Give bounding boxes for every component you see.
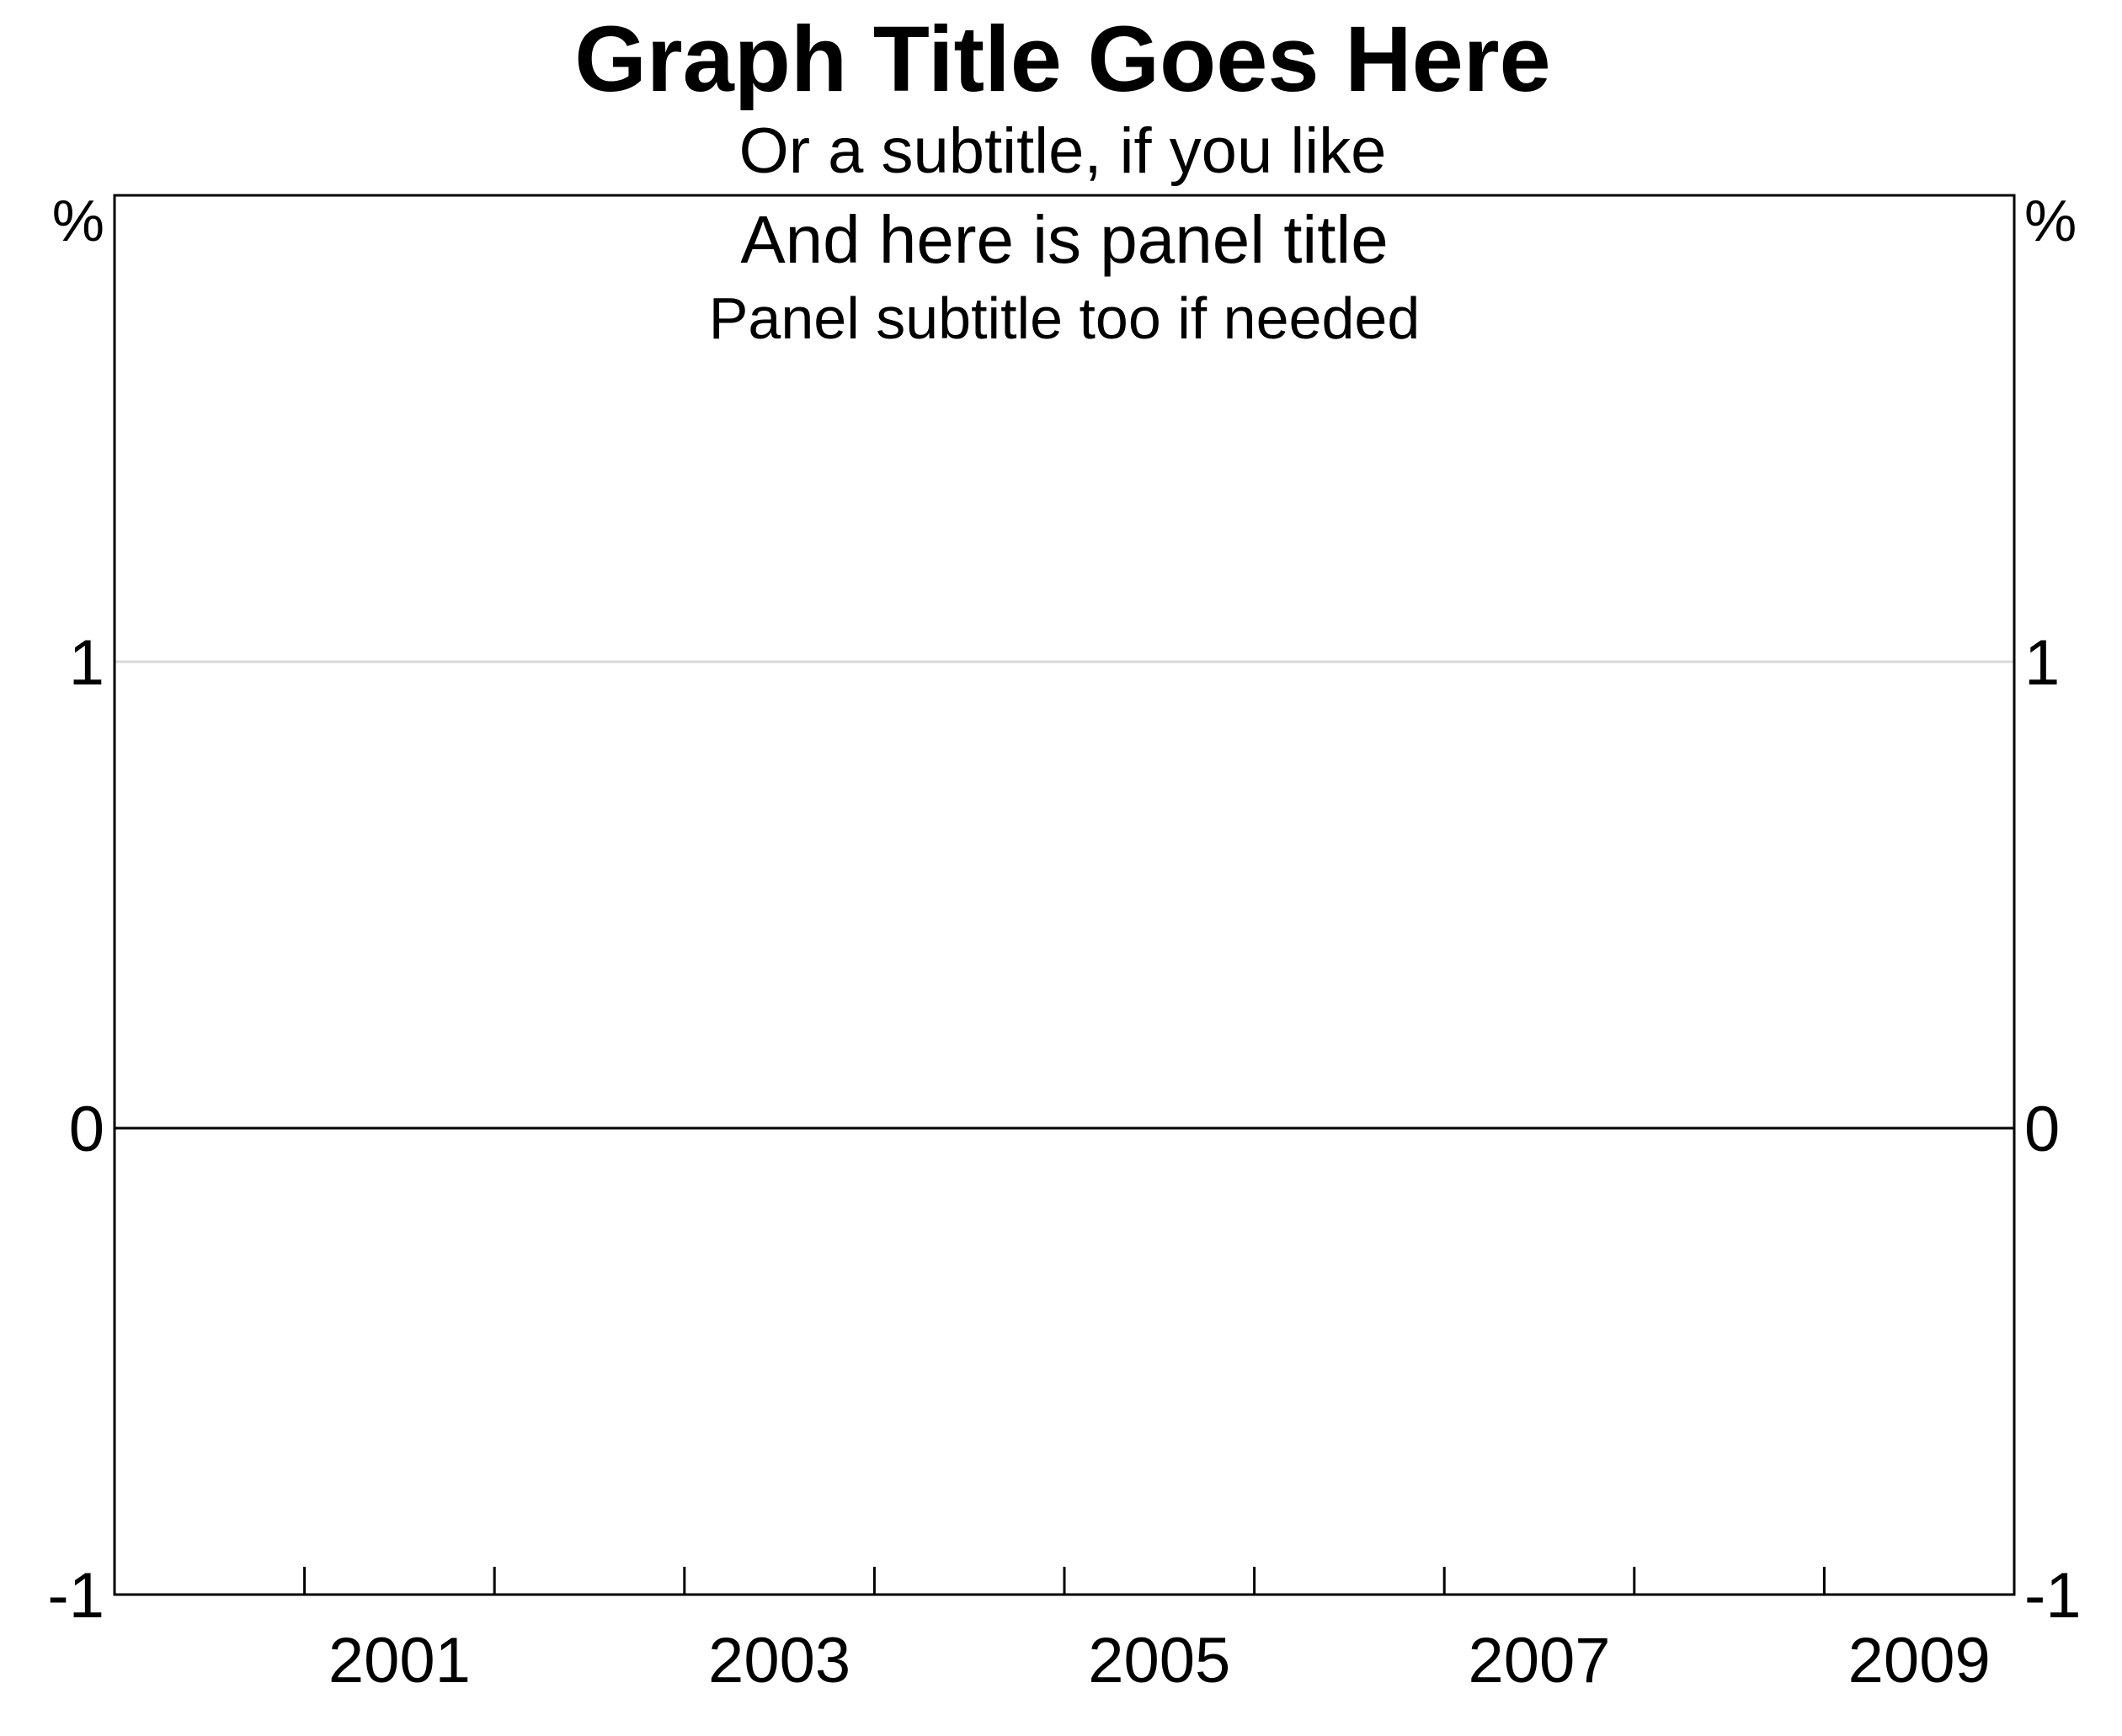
x-tick-label: 2005 bbox=[1088, 1625, 1230, 1696]
x-tick-label: 2001 bbox=[328, 1625, 471, 1696]
x-tick-label: 2009 bbox=[1848, 1625, 1991, 1696]
y-tick-label-right: -1 bbox=[2024, 1560, 2082, 1632]
plot-frame bbox=[113, 194, 2016, 1596]
y-unit-right: % bbox=[2024, 188, 2077, 253]
chart-subtitle: Or a subtitle, if you like bbox=[739, 115, 1387, 187]
y-tick-label-right: 0 bbox=[2024, 1094, 2060, 1165]
y-tick-label-right: 1 bbox=[2024, 627, 2060, 699]
y-tick-label-left: 1 bbox=[69, 627, 104, 699]
y-tick-label-left: 0 bbox=[69, 1094, 104, 1165]
panel-subtitle: Panel subtitle too if needed bbox=[709, 285, 1421, 351]
chart-title: Graph Title Goes Here bbox=[574, 8, 1550, 111]
y-tick-label-left: -1 bbox=[47, 1560, 104, 1632]
panel-title: And here is panel title bbox=[740, 202, 1388, 277]
x-tick-label: 2003 bbox=[708, 1625, 850, 1696]
x-tick-label: 2007 bbox=[1468, 1625, 1610, 1696]
y-unit-left: % bbox=[52, 188, 104, 253]
y-tick-labels: 1 1 0 0 -1 -1 bbox=[47, 627, 2081, 1632]
x-axis-ticks: 2001 2003 2005 2007 2009 bbox=[303, 1567, 1991, 1696]
